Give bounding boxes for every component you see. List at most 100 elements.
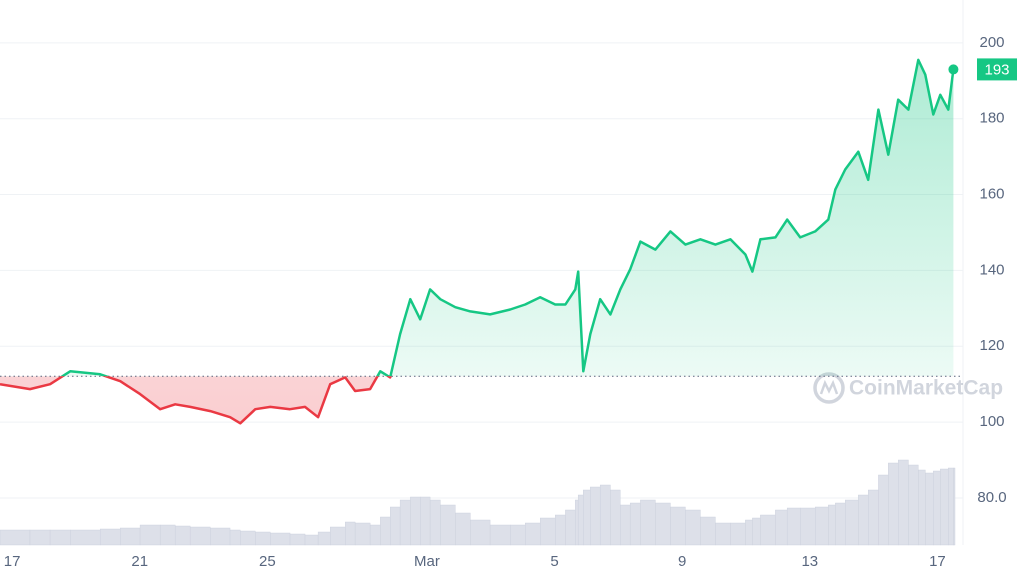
volume-bar <box>29 529 51 546</box>
volume-bar <box>815 506 829 546</box>
y-tick-label: 100 <box>979 413 1004 430</box>
volume-bar <box>590 486 601 546</box>
watermark-logo <box>813 372 845 404</box>
volume-bar <box>304 534 319 546</box>
volume-bar <box>429 499 441 546</box>
x-tick-label: 9 <box>678 553 686 570</box>
volume-bar <box>525 522 541 546</box>
volume-bar <box>868 489 879 546</box>
x-tick-label: 21 <box>131 553 148 570</box>
y-tick-label: 200 <box>979 34 1004 51</box>
x-tick-label: 17 <box>4 553 21 570</box>
volume-bar <box>858 494 869 546</box>
volume-bar <box>489 524 511 546</box>
volume-bar <box>99 528 121 546</box>
volume-bar <box>940 468 949 546</box>
volume-bar <box>888 462 899 546</box>
volume-bar <box>775 509 788 546</box>
volume-bar <box>565 509 576 546</box>
volume-bar <box>354 522 371 546</box>
volume-bar <box>948 467 954 546</box>
volume-bar <box>620 504 631 546</box>
volume-bar <box>878 474 889 546</box>
volume-bar <box>845 499 859 546</box>
volume-bar <box>828 504 836 546</box>
volume-bar <box>289 533 306 546</box>
volume-bar <box>270 532 291 546</box>
volume-bar <box>835 502 846 546</box>
x-tick-label: 5 <box>550 553 558 570</box>
price-line-down <box>0 376 392 425</box>
volume-bar <box>420 496 431 546</box>
volume-bar <box>440 504 456 546</box>
volume-bar <box>599 484 611 546</box>
volume-bar <box>69 529 101 546</box>
volume-bar <box>933 470 941 546</box>
volume-bar <box>554 514 566 546</box>
x-tick-label: 17 <box>929 553 946 570</box>
volume-bar <box>730 522 746 546</box>
volume-bar <box>410 496 421 546</box>
volume-bar <box>240 530 256 546</box>
price-badge <box>977 58 1017 81</box>
volume-bar <box>120 527 141 546</box>
volume-bar <box>575 499 579 546</box>
volume-bar <box>918 469 926 546</box>
volume-bar <box>159 524 176 546</box>
volume-bar <box>49 529 71 546</box>
watermark: CoinMarketCap <box>813 372 1003 404</box>
volume-bar <box>330 526 346 546</box>
volume-bar <box>670 506 686 546</box>
volume-bar <box>510 524 526 546</box>
volume-bar <box>189 526 211 546</box>
volume-bar <box>700 516 716 546</box>
volume-bar <box>629 502 641 546</box>
y-tick-label: 180 <box>979 110 1004 127</box>
volume-bar <box>455 512 471 546</box>
x-tick-label: 13 <box>801 553 818 570</box>
volume-bar <box>925 472 934 546</box>
watermark-logo-mark <box>819 379 839 395</box>
volume-bar <box>380 516 391 546</box>
volume-bar <box>470 519 491 546</box>
volume-bar <box>229 529 241 546</box>
volume-bar <box>715 522 731 546</box>
volume-bar <box>539 517 556 546</box>
volume-bar <box>752 517 761 546</box>
volume-bar <box>174 525 191 546</box>
volume-bar <box>390 506 401 546</box>
volume-bar <box>210 527 231 546</box>
volume-bar <box>786 507 801 546</box>
volume-bar <box>908 464 919 546</box>
volume-bar <box>800 507 816 546</box>
volume-bar <box>640 499 656 546</box>
last-point <box>948 64 959 75</box>
y-tick-label: 140 <box>979 261 1004 278</box>
volume-bar <box>369 524 381 546</box>
x-tick-label: Mar <box>414 553 440 570</box>
area-up <box>0 59 954 377</box>
volume-bar <box>345 521 356 546</box>
volume-bar <box>655 502 671 546</box>
area-down <box>0 376 391 424</box>
volume-bar <box>577 494 584 546</box>
x-tick-label: 25 <box>259 553 276 570</box>
volume-bar <box>317 531 331 546</box>
volume-bar <box>953 467 956 546</box>
volume-bar <box>685 509 701 546</box>
y-tick-label: 80.0 <box>977 489 1006 506</box>
volume-bar <box>610 489 621 546</box>
volume-bar <box>0 529 31 546</box>
price-badge-label: 193 <box>984 61 1009 78</box>
volume-bar <box>139 524 161 546</box>
volume-bar <box>399 499 411 546</box>
volume-bar <box>745 519 753 546</box>
volume-bar <box>583 489 591 546</box>
watermark-text: CoinMarketCap <box>849 377 1003 400</box>
volume-bar <box>898 459 909 546</box>
price-line-up <box>60 58 955 377</box>
volume-bar <box>255 531 271 546</box>
volume-bar <box>760 514 776 546</box>
